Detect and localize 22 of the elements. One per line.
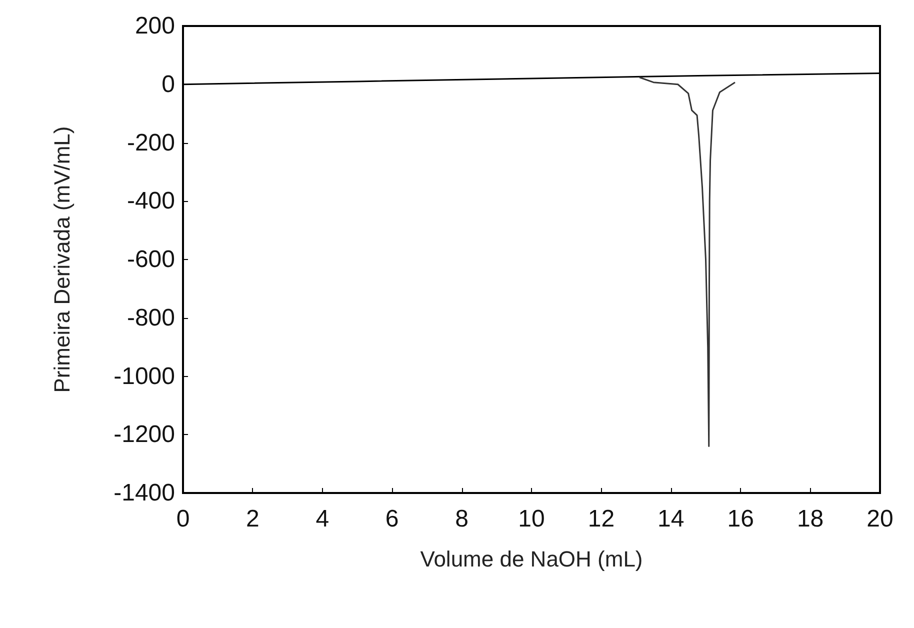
y-tick-label: -600 (126, 246, 175, 273)
x-axis-title: Volume de NaOH (mL) (420, 546, 643, 572)
y-tick-label: 200 (134, 12, 175, 40)
x-tick-label: 18 (796, 506, 824, 532)
x-tick-label: 20 (866, 506, 894, 532)
x-tick-label: 4 (316, 506, 330, 532)
x-tick-label: 12 (588, 506, 615, 532)
x-tick-label: 2 (246, 506, 260, 532)
y-tick-label: -1000 (114, 362, 175, 390)
x-tick-label: 10 (518, 506, 545, 532)
x-tick-label: 6 (385, 506, 399, 532)
x-tick-label: 16 (727, 506, 754, 532)
y-tick-label: -1200 (114, 421, 175, 448)
x-tick-label: 14 (658, 506, 684, 532)
x-tick-label: 8 (455, 506, 468, 532)
y-tick-label: 0 (162, 70, 175, 98)
y-tick-label: -200 (126, 129, 175, 156)
y-axis-title: Primeira Derivada (mV/mL) (50, 126, 74, 393)
y-tick-label: -1400 (114, 480, 175, 506)
y-tick-label: -800 (126, 304, 175, 332)
y-tick-label: -400 (126, 188, 175, 215)
line-series (638, 76, 736, 448)
